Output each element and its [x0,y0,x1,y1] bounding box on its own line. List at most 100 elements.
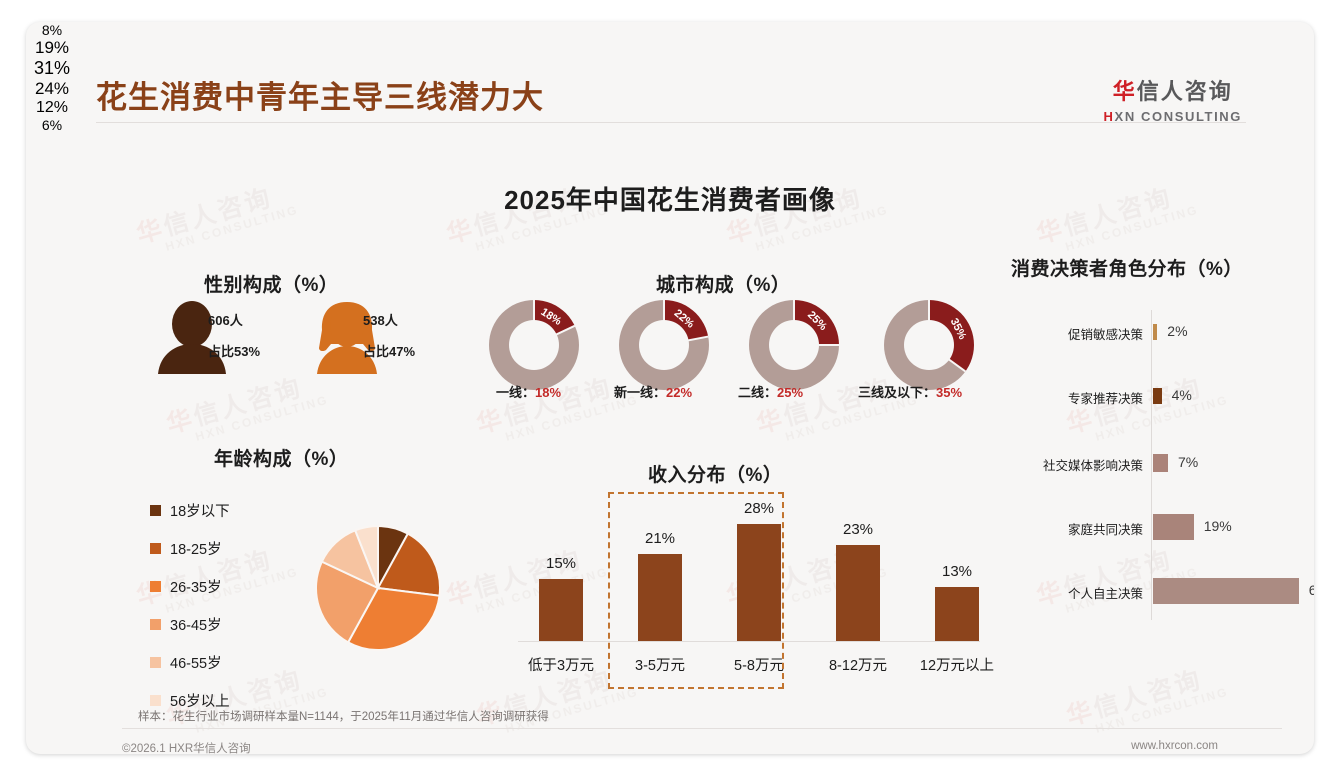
income-bar [638,553,682,641]
decision-section-title: 消费决策者角色分布（%） [1011,259,1243,280]
income-highlight-box [608,492,784,689]
legend-swatch [150,619,161,630]
city-label: 二线：25% [738,382,803,401]
decision-bar [1153,388,1162,404]
city-label-text: 二线： [738,385,778,400]
decision-axis [1151,310,1152,620]
income-category-label: 3-5万元 [635,658,685,674]
decision-bar [1153,454,1168,472]
decision-bar [1153,578,1299,604]
pie-slice [376,532,441,597]
logo-cn-red: 华 [1112,79,1137,104]
legend-item: 46-55岁 [150,652,230,673]
decision-value-label: 68% [1308,582,1314,598]
legend-item: 18-25岁 [150,538,230,559]
income-value-label: 13% [941,562,973,580]
legend-item: 18岁以下 [150,500,230,521]
legend-label: 18岁以下 [170,504,230,520]
pie-slice-label: 24% [34,79,70,98]
decision-value-label: 19% [1203,518,1232,534]
income-section-title: 收入分布（%） [648,465,783,486]
legend-swatch [150,505,161,516]
legend-swatch [150,581,161,592]
city-donut: 35% [884,300,974,390]
income-category-label: 5-8万元 [734,658,784,674]
decision-category-label: 专家推荐决策 [1067,392,1143,406]
legend-label: 36-45岁 [170,618,222,634]
gender-count: 606人 [208,313,243,328]
city-label-value: 18% [535,385,562,400]
donut-separator [793,300,795,345]
donut-separator [533,300,535,345]
city-label-value: 35% [936,385,963,400]
city-label-text: 三线及以下： [858,385,937,400]
city-label-text: 新一线： [614,385,667,400]
legend-swatch [150,657,161,668]
pie-slice-label: 12% [35,99,69,116]
income-category-label: 低于3万元 [527,658,595,674]
city-label: 一线：18% [496,382,561,401]
sample-note: 样本：花生行业市场调研样本量N=1144，于2025年11月通过华信人咨询调研获… [138,711,549,723]
income-value-label: 23% [842,521,874,539]
income-value-label: 15% [545,554,577,572]
logo-en: HXN CONSULTING [1104,109,1242,124]
logo-cn: 华信人咨询 [1104,74,1242,106]
legend-label: 18-25岁 [170,542,222,558]
age-composition: 18岁以下 18-25岁 26-35岁 36-45岁 46-55岁 56岁以上 8% 19% 3… [26,22,1314,710]
donut-separator [533,324,576,346]
legend-label: 56岁以上 [170,694,230,710]
decision-category-label: 个人自主决策 [1067,587,1143,601]
logo-en-red: H [1103,109,1115,124]
city-label-value: 25% [777,385,804,400]
decision-value-label: 2% [1167,323,1188,339]
gender-section-title: 性别构成（%） [204,275,339,296]
chart-subtitle: 2025年中国花生消费者画像 [504,185,836,215]
income-bar [836,545,880,641]
income-value-label: 21% [644,529,676,547]
income-bar [935,586,979,641]
decision-category-label: 促销敏感决策 [1067,328,1143,342]
decision-value-label: 4% [1171,387,1192,403]
pie-slice-label: 31% [33,58,71,78]
donut-separator [794,344,839,346]
income-category-label: 12万元以上 [919,658,995,674]
city-donut: 25% [749,300,839,390]
footer-divider [122,728,1282,729]
legend-item: 36-45岁 [150,614,230,635]
male-silhouette-icon [154,300,230,374]
decision-category-label: 社交媒体影响决策 [1042,459,1143,473]
legend-swatch [150,543,161,554]
city-donut: 18% [489,300,579,390]
donut-separator [663,300,665,345]
age-section-title: 年龄构成（%） [214,449,349,470]
gender-share: 占比47% [363,344,416,359]
donut-separator [928,344,966,373]
footer-website: www.hxrcon.com [1131,740,1218,752]
gender-share: 占比53% [208,344,261,359]
pie-slice-label: 19% [34,38,70,57]
city-label: 新一线：22% [614,382,692,401]
page-title: 花生消费中青年主导三线潜力大 [96,80,544,115]
brand-logo: 华信人咨询 HXN CONSULTING [1104,74,1242,124]
logo-en-rest: XN CONSULTING [1114,109,1242,124]
city-label-value: 22% [666,385,693,400]
gender-count: 538人 [363,313,398,328]
decision-bar [1153,514,1194,540]
income-baseline [518,641,980,642]
pie-slice-label: 8% [41,22,63,38]
income-category-label: 8-12万元 [828,658,888,674]
legend-item: 56岁以上 [150,690,230,711]
age-legend: 18岁以下 18-25岁 26-35岁 36-45岁 46-55岁 56岁以上 [150,500,230,728]
income-value-label: 28% [743,500,775,518]
legend-item: 26-35岁 [150,576,230,597]
decision-category-label: 家庭共同决策 [1067,523,1143,537]
legend-label: 46-55岁 [170,656,222,672]
legend-label: 26-35岁 [170,580,222,596]
female-silhouette-icon [309,300,385,374]
legend-swatch [150,695,161,706]
slide-canvas: 华信人咨询 HXN CONSULTING 华信人咨询 HXN CONSULTING 华信… [26,22,1314,754]
decision-value-label: 7% [1178,454,1199,470]
